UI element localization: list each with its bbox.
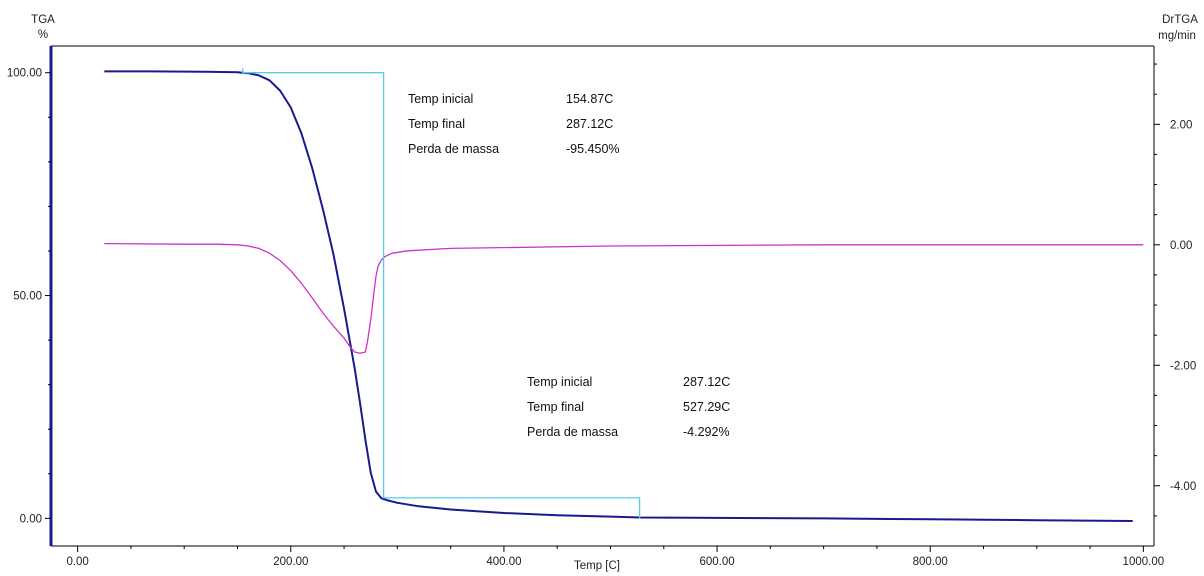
x-tick-label: 1000.00 — [1123, 556, 1165, 568]
annotation-label: Temp final — [408, 117, 465, 131]
y-right-tick-label: -4.00 — [1170, 481, 1196, 493]
x-tick-label: 800.00 — [913, 556, 948, 568]
y-left-tick-label: 0.00 — [20, 513, 42, 525]
mass-loss-step-line — [242, 68, 641, 519]
annotation-label: Perda de massa — [527, 425, 618, 439]
annotation-value: 154.87C — [566, 92, 613, 106]
annotation-label: Perda de massa — [408, 142, 499, 156]
y-left-axis-title: TGA — [31, 14, 55, 26]
y-left-tick-label: 100.00 — [7, 68, 42, 80]
annotation-label: Temp inicial — [408, 92, 473, 106]
data-series — [104, 68, 1144, 522]
axis-ticks: 0.00 200.00 400.00 600.00 800.00 1000.00 0.00 5… — [7, 63, 1196, 568]
tga-mass-line — [104, 70, 1133, 522]
annotation-label: Temp inicial — [527, 375, 592, 389]
drtga-derivative-line — [104, 242, 1144, 354]
y-left-tick-label: 50.00 — [13, 291, 42, 303]
annotation-label: Temp final — [527, 400, 584, 414]
annotation-value: -4.292% — [683, 425, 730, 439]
annotation-value: -95.450% — [566, 142, 620, 156]
x-tick-label: 200.00 — [273, 556, 308, 568]
annotation-value: 287.12C — [683, 375, 730, 389]
x-tick-label: 600.00 — [699, 556, 734, 568]
x-tick-label: 400.00 — [486, 556, 521, 568]
y-left-axis-unit: % — [38, 29, 48, 41]
annotations: Temp inicial 154.87C Temp final 287.12C Perd… — [408, 92, 730, 439]
y-right-tick-label: -2.00 — [1170, 360, 1196, 372]
y-right-tick-label: 0.00 — [1170, 240, 1192, 252]
y-right-tick-label: 2.00 — [1170, 119, 1192, 131]
y-right-axis-unit: mg/min — [1158, 30, 1196, 42]
x-tick-label: 0.00 — [66, 556, 88, 568]
y-right-axis-title: DrTGA — [1162, 14, 1198, 26]
annotation-value: 527.29C — [683, 400, 730, 414]
annotation-value: 287.12C — [566, 117, 613, 131]
x-axis-title: Temp [C] — [574, 560, 620, 572]
